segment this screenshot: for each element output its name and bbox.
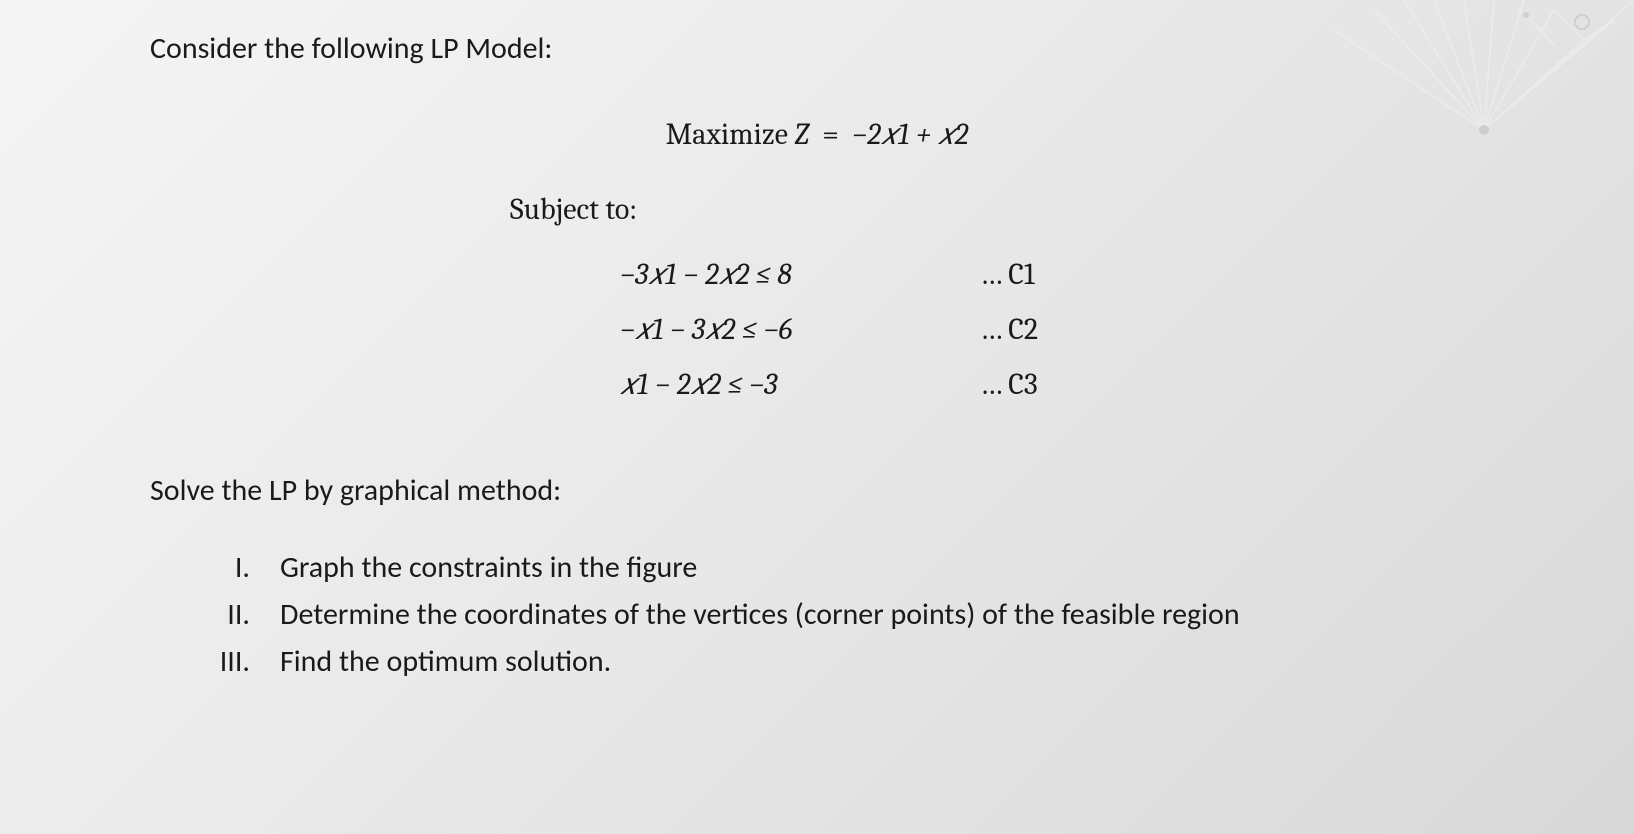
constraint-expr: 𝑥1 − 2𝑥2 ≤ −3: [620, 367, 960, 402]
constraint-expr: −𝑥1 − 3𝑥2 ≤ −6: [620, 312, 960, 347]
roman-numeral: I.: [180, 549, 250, 586]
intro-text: Consider the following LP Model:: [150, 30, 1484, 67]
task-text: Find the optimum solution.: [280, 643, 611, 680]
constraint-c3: 𝑥1 − 2𝑥2 ≤ −3 … C3: [620, 367, 1484, 402]
task-item-1: I. Graph the constraints in the figure: [180, 549, 1484, 586]
subject-to-label: Subject to:: [510, 192, 1484, 227]
task-text: Graph the constraints in the figure: [280, 549, 697, 586]
objective-var: Z: [795, 117, 810, 152]
constraint-expr: −3𝑥1 − 2𝑥2 ≤ 8: [620, 257, 960, 292]
constraints-block: −3𝑥1 − 2𝑥2 ≤ 8 … C1 −𝑥1 − 3𝑥2 ≤ −6 … C2 …: [620, 257, 1484, 402]
slide-content: Consider the following LP Model: Maximiz…: [0, 0, 1634, 720]
objective-eq: =: [822, 117, 839, 152]
roman-numeral: III.: [180, 643, 250, 680]
constraint-label: … C3: [980, 367, 1038, 402]
solve-text: Solve the LP by graphical method:: [150, 472, 1484, 509]
constraint-label: … C1: [980, 257, 1035, 292]
task-text: Determine the coordinates of the vertice…: [280, 596, 1240, 633]
task-item-3: III. Find the optimum solution.: [180, 643, 1484, 680]
constraint-c2: −𝑥1 − 3𝑥2 ≤ −6 … C2: [620, 312, 1484, 347]
objective-label: Maximize: [666, 117, 788, 152]
objective-expr: −2𝑥1 + 𝑥2: [852, 117, 968, 152]
task-item-2: II. Determine the coordinates of the ver…: [180, 596, 1484, 633]
task-list: I. Graph the constraints in the figure I…: [180, 549, 1484, 680]
constraint-c1: −3𝑥1 − 2𝑥2 ≤ 8 … C1: [620, 257, 1484, 292]
constraint-label: … C2: [980, 312, 1038, 347]
objective-function: Maximize Z = −2𝑥1 + 𝑥2: [150, 117, 1484, 152]
roman-numeral: II.: [180, 596, 250, 633]
